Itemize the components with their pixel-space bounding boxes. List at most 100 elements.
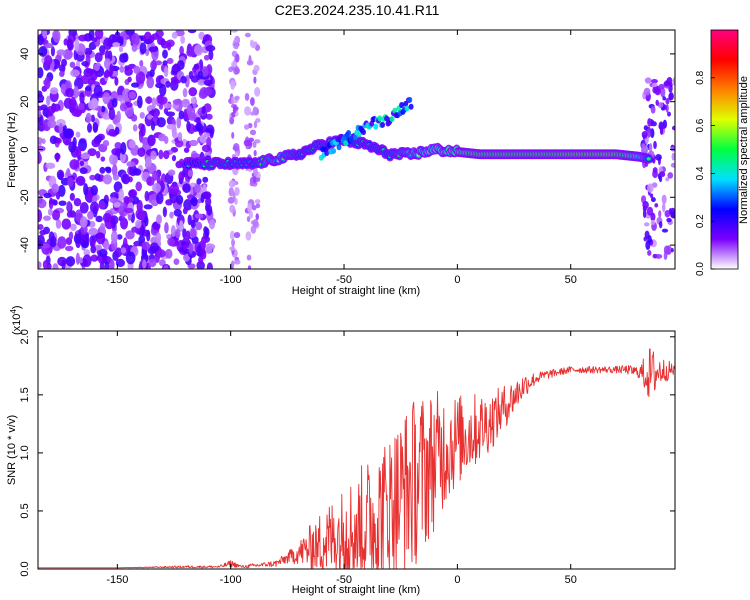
noise-blob (156, 176, 161, 186)
noise-blob (671, 152, 675, 161)
spectrogram-x-ticks: -150 -100 -50 0 50 (106, 30, 577, 286)
noise-blob (181, 99, 191, 108)
noise-blob (135, 181, 143, 192)
noise-blob (153, 111, 159, 119)
noise-blob (201, 144, 211, 153)
noise-blob (232, 192, 236, 202)
noise-blob (58, 122, 64, 134)
branch-blob (324, 150, 330, 157)
noise-blob (172, 99, 183, 105)
noise-blob (55, 219, 62, 229)
noise-blob (70, 223, 77, 231)
noise-blob (178, 171, 185, 183)
noise-blob (38, 35, 44, 46)
noise-blob (47, 208, 53, 216)
noise-blob (92, 122, 99, 133)
noise-blob (120, 141, 127, 155)
noise-blob (651, 78, 658, 84)
noise-blob (174, 228, 181, 239)
noise-blob (135, 71, 146, 85)
noise-blob (73, 85, 79, 99)
noise-blob (670, 247, 674, 253)
noise-blob (203, 132, 211, 138)
noise-blob (130, 82, 140, 88)
noise-blob (255, 118, 261, 123)
noise-blob (146, 176, 155, 187)
noise-blob (186, 120, 191, 132)
noise-blob (79, 92, 85, 104)
noise-blob (61, 58, 68, 67)
noise-blob (49, 235, 57, 248)
noise-blob (56, 169, 65, 180)
noise-blob (185, 230, 191, 240)
noise-blob (652, 86, 658, 94)
noise-blob (103, 37, 113, 50)
noise-blob (140, 123, 146, 137)
noise-blob (46, 105, 54, 117)
noise-blob (145, 156, 152, 168)
noise-blob (111, 164, 118, 177)
noise-blob (246, 59, 254, 66)
noise-blob (642, 208, 647, 219)
noise-blob (49, 87, 59, 95)
noise-blob (233, 231, 241, 239)
noise-blob (206, 262, 213, 269)
noise-blob (131, 44, 138, 52)
noise-blob (110, 215, 119, 225)
noise-blob (79, 160, 85, 167)
noise-blob (139, 42, 147, 55)
noise-blob (116, 110, 121, 123)
noise-blob (650, 219, 656, 225)
spectrogram-x-tick-label: -50 (336, 274, 352, 286)
noise-blob (647, 249, 652, 256)
noise-blob (75, 146, 82, 160)
spectrogram-x-tick-label: 0 (454, 274, 460, 286)
noise-blob (182, 88, 188, 98)
noise-blob (232, 142, 240, 152)
noise-blob (231, 61, 238, 68)
noise-blob (205, 113, 213, 120)
noise-blob (231, 238, 236, 247)
noise-blob (118, 46, 124, 53)
noise-blob (665, 97, 670, 105)
noise-blob (138, 211, 146, 221)
noise-blob (169, 183, 180, 195)
noise-blob (171, 31, 178, 39)
noise-blob (80, 74, 91, 85)
branch-blob (380, 121, 386, 128)
noise-blob (205, 243, 213, 255)
snr-y-tick-label: 1.5 (19, 387, 31, 402)
spectrogram-y-tick-label: 0 (19, 146, 31, 152)
noise-blob (70, 69, 80, 78)
noise-blob (658, 124, 666, 130)
noise-blob (89, 174, 96, 181)
noise-blob (116, 35, 124, 44)
noise-blob (165, 248, 173, 259)
noise-blob (169, 211, 174, 219)
noise-blob (60, 83, 66, 95)
noise-blob (243, 124, 250, 130)
noise-blob (105, 167, 112, 174)
branch-blob (404, 105, 410, 112)
noise-blob (245, 231, 252, 241)
noise-blob (41, 243, 50, 249)
noise-blob (202, 87, 213, 96)
noise-blob (255, 213, 259, 221)
noise-blob (150, 60, 158, 70)
noise-blob (660, 87, 666, 98)
noise-blob (200, 249, 207, 260)
noise-blob (96, 232, 106, 245)
noise-blob (247, 202, 253, 213)
noise-blob (182, 183, 191, 194)
noise-blob (99, 261, 105, 269)
noise-blob (64, 245, 74, 252)
noise-blob (74, 38, 80, 52)
noise-blob (163, 103, 172, 109)
noise-blob (42, 30, 48, 39)
noise-blob (158, 149, 164, 160)
noise-blob (125, 30, 135, 36)
noise-blob (166, 123, 176, 130)
branch-blob (361, 129, 367, 136)
noise-blob (650, 128, 655, 139)
colorbar-tick-label: 0.0 (695, 262, 706, 276)
